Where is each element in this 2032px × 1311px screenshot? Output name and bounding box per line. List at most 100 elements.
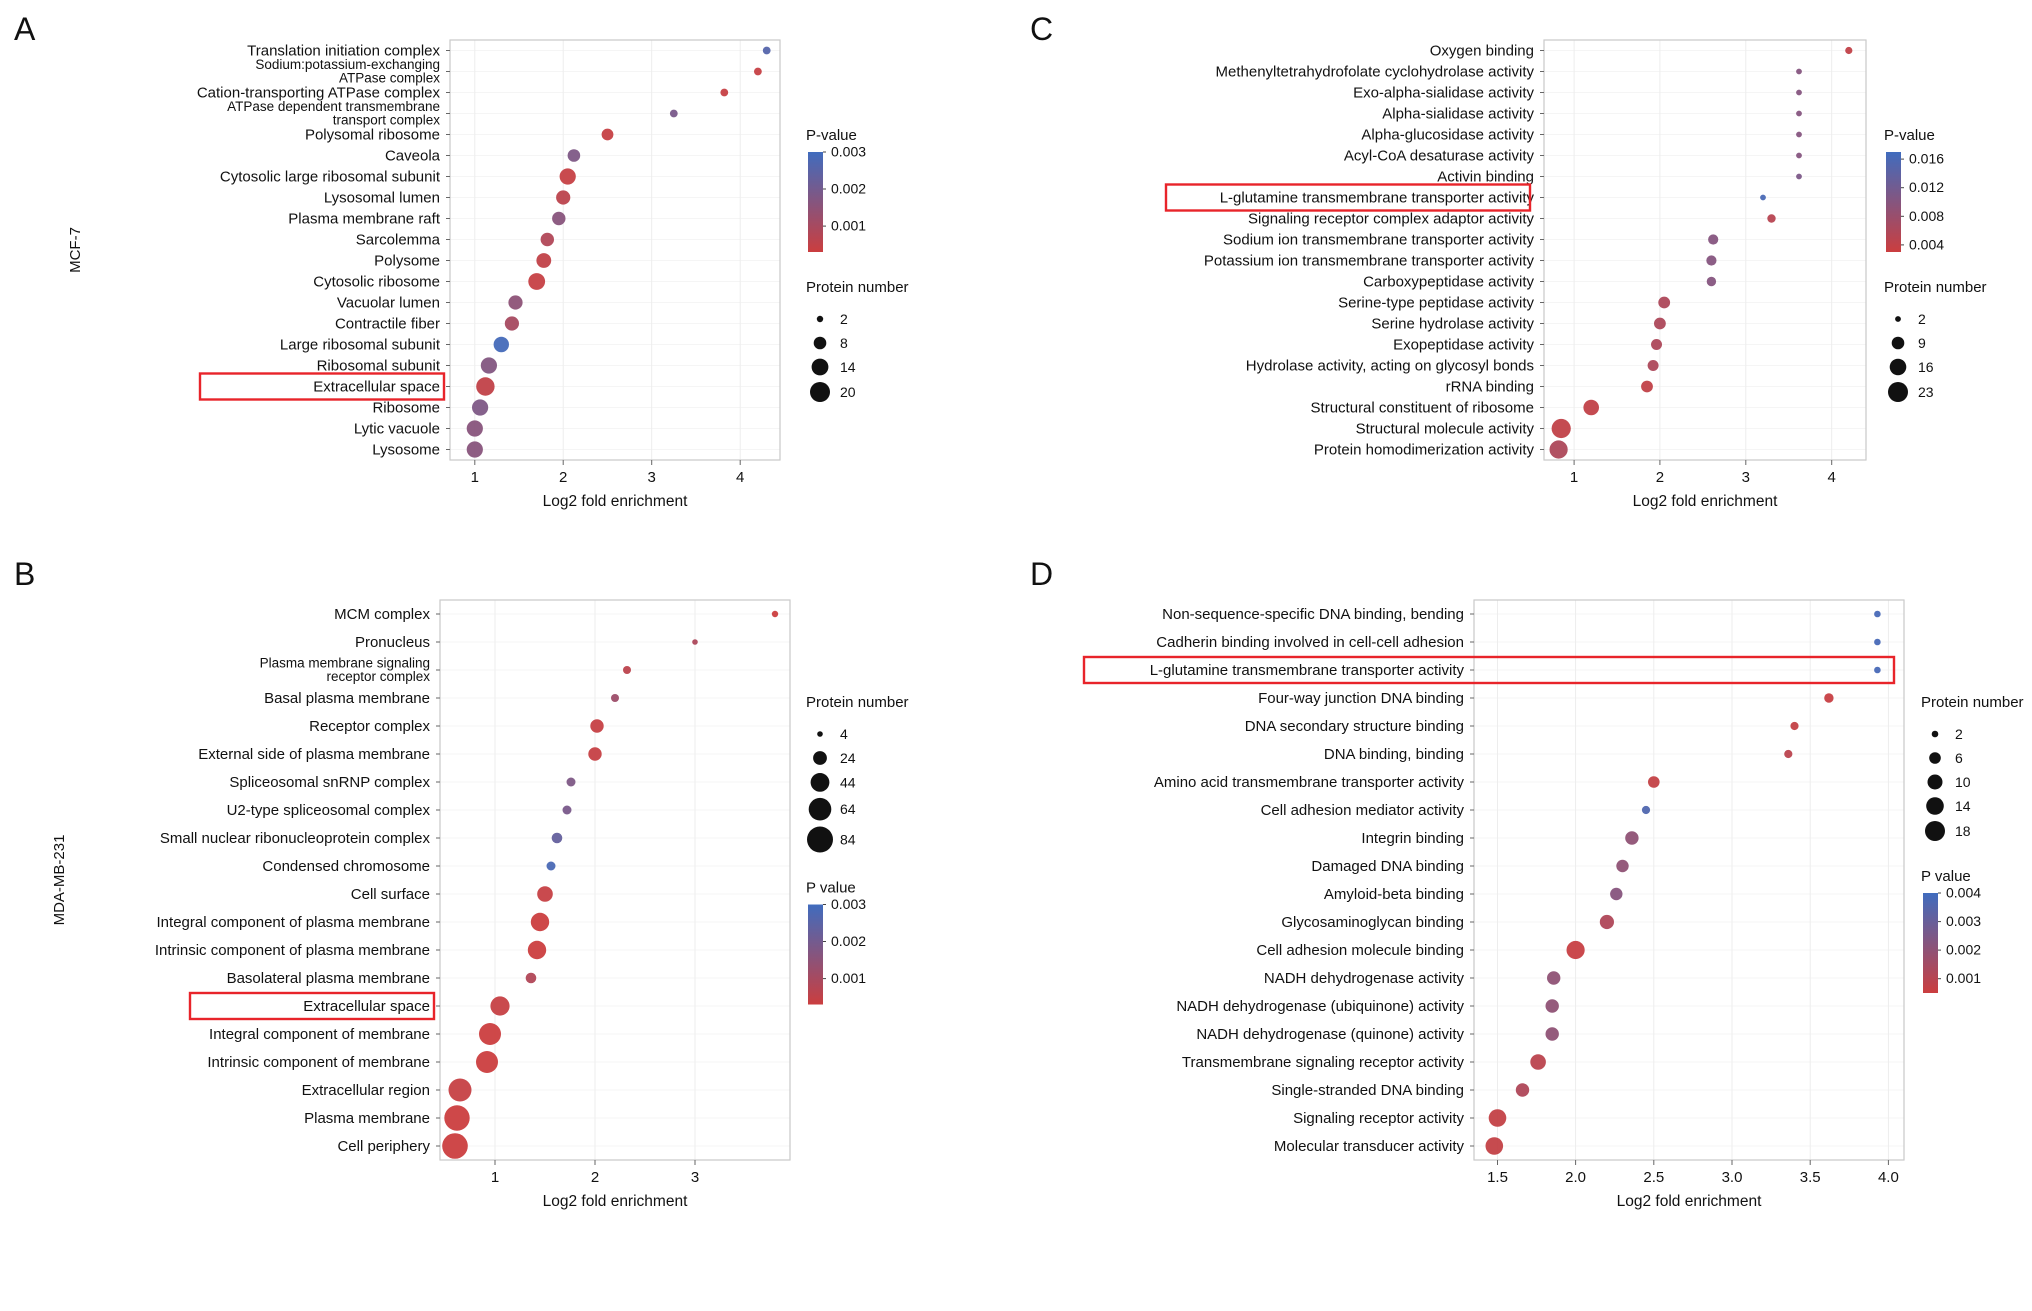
- data-point: [1551, 418, 1571, 439]
- category-label: Extracellular space: [303, 998, 430, 1015]
- data-point: [601, 128, 614, 141]
- cell-line-label: MDA-MB-231: [51, 835, 68, 926]
- data-point: [527, 940, 547, 960]
- size-legend-label: 6: [1955, 750, 1963, 766]
- data-point: [754, 67, 762, 76]
- data-point: [1796, 110, 1802, 117]
- category-label: Oxygen binding: [1430, 43, 1534, 60]
- cell-line-label: MCF-7: [67, 227, 84, 273]
- x-tick-label: 2.5: [1643, 1169, 1664, 1186]
- category-label: Polysome: [374, 253, 440, 270]
- category-label: Sarcolemma: [356, 232, 441, 249]
- category-label: Lysosomal lumen: [324, 190, 440, 207]
- data-point: [1549, 440, 1568, 459]
- data-point: [1566, 940, 1585, 960]
- size-legend-label: 4: [840, 726, 848, 742]
- data-point: [546, 861, 556, 871]
- category-label: Extracellular region: [302, 1082, 430, 1099]
- colorbar-tick-label: 0.016: [1909, 151, 1944, 167]
- size-legend-label: 23: [1918, 384, 1934, 400]
- panel-a-mcf7: A MCF-7 Translation initiation complex Sodi…: [0, 0, 1016, 545]
- data-point: [1647, 360, 1659, 371]
- x-axis-title: Log2 fold enrichment: [1617, 1193, 1762, 1210]
- data-point: [1790, 721, 1799, 731]
- category-label: Amino acid transmembrane transporter act…: [1154, 774, 1465, 791]
- data-point: [1648, 776, 1660, 788]
- p-value-colorbar: [1923, 893, 1938, 993]
- size-legend: Protein number 2 6 10 14 18: [1921, 694, 2024, 841]
- size-legend-label: 2: [840, 311, 848, 327]
- category-label: Transmembrane signaling receptor activit…: [1182, 1054, 1465, 1071]
- category-label: Alpha-glucosidase activity: [1361, 127, 1534, 144]
- data-point: [504, 316, 519, 331]
- data-point: [1845, 46, 1853, 55]
- colorbar-tick-label: 0.002: [831, 933, 866, 949]
- category-label: NADH dehydrogenase activity: [1264, 970, 1465, 987]
- category-label: Protein homodimerization activity: [1314, 442, 1535, 459]
- category-label: Polysomal ribosome: [305, 127, 440, 144]
- data-point: [466, 420, 483, 437]
- category-label: Sodium:potassium-exchanging: [255, 57, 440, 72]
- category-label: NADH dehydrogenase (quinone) activity: [1196, 1026, 1464, 1043]
- category-label: Vacuolar lumen: [337, 295, 440, 312]
- data-point: [1874, 638, 1881, 646]
- category-label: Large ribosomal subunit: [280, 337, 441, 354]
- size-legend-dot: [1931, 730, 1939, 738]
- data-point: [1760, 194, 1766, 201]
- data-point: [551, 832, 563, 844]
- size-legend-dot: [813, 751, 827, 765]
- plot-background: [450, 40, 780, 460]
- size-legend-dot: [1888, 382, 1908, 402]
- category-label: Amyloid-beta binding: [1324, 886, 1464, 903]
- data-point: [448, 1078, 472, 1102]
- plot-background: [440, 600, 790, 1160]
- category-label: Acyl-CoA desaturase activity: [1344, 148, 1535, 165]
- category-label: Structural constituent of ribosome: [1311, 400, 1534, 417]
- size-legend-dot: [1925, 821, 1945, 841]
- colorbar-tick-label: 0.003: [831, 144, 866, 160]
- plot-border: [1473, 599, 1905, 1161]
- size-legend-dot: [1926, 797, 1944, 815]
- size-legend-dot: [1889, 358, 1907, 376]
- panel-b-mda-mb-231: B MDA-MB-231 MCM complex Pronucleus Plasma m…: [0, 545, 1016, 1311]
- x-tick-label: 3: [1742, 469, 1750, 486]
- data-point: [1767, 214, 1776, 223]
- size-legend-title: Protein number: [806, 279, 909, 296]
- data-point: [490, 996, 510, 1016]
- panel-letter: B: [14, 556, 35, 592]
- data-point: [493, 336, 509, 353]
- data-point: [1515, 1083, 1530, 1097]
- panel-d-molecular-function-mda-mb-231: D Non-sequence-specific DNA binding, bend…: [1016, 545, 2032, 1311]
- size-legend: Protein number 2 8 14 20: [806, 279, 909, 402]
- colorbar-tick-label: 0.004: [1909, 236, 1944, 252]
- data-point: [537, 886, 553, 902]
- p-value-legend-title: P value: [806, 880, 856, 897]
- category-label: Translation initiation complex: [247, 43, 440, 60]
- x-axis-title: Log2 fold enrichment: [1633, 493, 1778, 510]
- plot-background: [1474, 600, 1904, 1160]
- highlight-box: [1164, 183, 1532, 212]
- size-legend-label: 14: [840, 359, 856, 375]
- data-point: [1708, 234, 1719, 245]
- category-label: Cell adhesion mediator activity: [1261, 802, 1465, 819]
- data-point: [566, 777, 576, 787]
- data-point: [1658, 296, 1671, 309]
- category-label: External side of plasma membrane: [198, 746, 430, 763]
- x-tick-label: 1.5: [1487, 1169, 1508, 1186]
- category-label: Signaling receptor activity: [1293, 1110, 1464, 1127]
- data-point: [508, 295, 523, 310]
- data-point: [562, 805, 572, 815]
- data-point: [1610, 887, 1623, 901]
- category-label: Glycosaminoglycan binding: [1281, 914, 1464, 931]
- category-label: U2-type spliceosomal complex: [227, 802, 431, 819]
- colorbar-tick-label: 0.001: [831, 218, 866, 234]
- x-tick-label: 1: [471, 469, 479, 486]
- category-label: Molecular transducer activity: [1274, 1138, 1465, 1155]
- category-label: Basal plasma membrane: [264, 690, 430, 707]
- size-legend-dot: [810, 382, 830, 402]
- category-label: Caveola: [385, 148, 441, 165]
- x-tick-label: 4: [1828, 469, 1836, 486]
- data-point: [1625, 831, 1639, 845]
- size-legend-title: Protein number: [1884, 279, 1987, 296]
